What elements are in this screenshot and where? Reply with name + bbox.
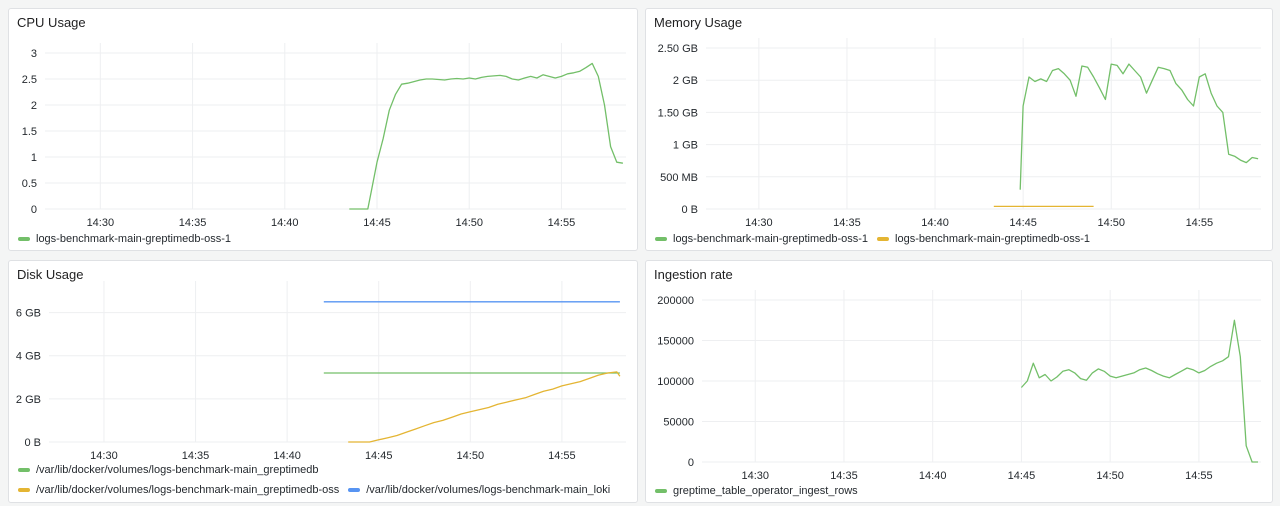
x-tick-label: 14:40 bbox=[271, 217, 299, 229]
legend-label: /var/lib/docker/volumes/logs-benchmark-m… bbox=[36, 464, 319, 476]
memory-usage-chart[interactable]: 0 B 500 MB 1 GB 1.50 GB 2 GB 2.50 GB 14:30 14:3… bbox=[646, 9, 1274, 234]
x-tick-label: 14:35 bbox=[830, 470, 858, 482]
series-line-0[interactable] bbox=[1019, 63, 1259, 190]
legend-label: /var/lib/docker/volumes/logs-benchmark-m… bbox=[366, 484, 611, 496]
chart-legend: logs-benchmark-main-greptimedb-oss-1 logs… bbox=[655, 229, 1099, 249]
legend-item[interactable]: greptime_table_operator_ingest_rows bbox=[655, 485, 858, 497]
legend-swatch bbox=[18, 237, 30, 241]
y-tick-label: 1.5 bbox=[22, 126, 37, 138]
x-tick-label: 14:55 bbox=[548, 217, 576, 229]
y-tick-label: 0 bbox=[31, 204, 37, 216]
y-tick-label: 2 GB bbox=[16, 394, 41, 406]
legend-swatch bbox=[348, 488, 361, 492]
series-line-1[interactable] bbox=[348, 371, 621, 443]
legend-swatch bbox=[655, 489, 667, 493]
y-tick-label: 3 bbox=[31, 48, 37, 60]
panel-title[interactable]: Disk Usage bbox=[17, 267, 84, 282]
series-line-0[interactable] bbox=[349, 62, 624, 210]
ingestion-rate-chart[interactable]: 0 50000 100000 150000 200000 14:30 14:35 14:40 1… bbox=[646, 261, 1274, 486]
y-tick-label: 0 B bbox=[681, 204, 698, 216]
y-tick-label: 4 GB bbox=[16, 351, 41, 363]
x-tick-label: 14:45 bbox=[363, 217, 391, 229]
x-tick-label: 14:40 bbox=[921, 217, 949, 229]
memory-usage-panel: Memory Usage 0 B 500 MB 1 GB 1.50 GB 2 GB 2.5… bbox=[645, 8, 1273, 251]
x-tick-label: 14:45 bbox=[1009, 217, 1037, 229]
chart-legend: greptime_table_operator_ingest_rows bbox=[655, 481, 867, 501]
x-tick-label: 14:50 bbox=[457, 450, 485, 461]
y-tick-label: 200000 bbox=[657, 295, 694, 307]
y-tick-label: 1.50 GB bbox=[658, 107, 698, 119]
chart-legend: /var/lib/docker/volumes/logs-benchmark-m… bbox=[18, 460, 619, 500]
y-tick-label: 2 GB bbox=[673, 75, 698, 87]
series-line-0[interactable] bbox=[1020, 319, 1258, 463]
x-tick-label: 14:55 bbox=[1185, 470, 1213, 482]
x-tick-label: 14:40 bbox=[273, 450, 301, 461]
legend-row: logs-benchmark-main-greptimedb-oss-1 logs… bbox=[655, 229, 1099, 249]
x-tick-label: 14:30 bbox=[745, 217, 773, 229]
legend-swatch bbox=[18, 488, 30, 492]
legend-label: logs-benchmark-main-greptimedb-oss-1 bbox=[36, 233, 232, 245]
panel-title[interactable]: Ingestion rate bbox=[654, 267, 733, 282]
legend-label: /var/lib/docker/volumes/logs-benchmark-m… bbox=[36, 484, 340, 496]
legend-swatch bbox=[655, 237, 667, 241]
legend-item[interactable]: logs-benchmark-main-greptimedb-oss-1 bbox=[655, 233, 868, 245]
x-tick-label: 14:30 bbox=[90, 450, 118, 461]
x-tick-label: 14:35 bbox=[179, 217, 207, 229]
legend-item[interactable]: /var/lib/docker/volumes/logs-benchmark-m… bbox=[18, 484, 339, 496]
y-tick-label: 1 GB bbox=[673, 140, 698, 152]
x-tick-label: 14:50 bbox=[455, 217, 483, 229]
legend-row: /var/lib/docker/volumes/logs-benchmark-m… bbox=[18, 460, 619, 480]
chart-legend: logs-benchmark-main-greptimedb-oss-1 bbox=[18, 229, 240, 249]
legend-row: logs-benchmark-main-greptimedb-oss-1 bbox=[18, 229, 240, 249]
legend-label: logs-benchmark-main-greptimedb-oss-1 bbox=[895, 233, 1091, 245]
legend-row: /var/lib/docker/volumes/logs-benchmark-m… bbox=[18, 480, 619, 500]
legend-item[interactable]: /var/lib/docker/volumes/logs-benchmark-m… bbox=[18, 464, 318, 476]
y-tick-label: 0 B bbox=[24, 437, 41, 449]
legend-label: greptime_table_operator_ingest_rows bbox=[673, 485, 858, 497]
x-tick-label: 14:55 bbox=[548, 450, 576, 461]
y-tick-label: 2.50 GB bbox=[658, 43, 698, 55]
legend-item[interactable]: /var/lib/docker/volumes/logs-benchmark-m… bbox=[348, 484, 610, 496]
x-tick-label: 14:40 bbox=[919, 470, 947, 482]
x-tick-label: 14:30 bbox=[87, 217, 115, 229]
y-tick-label: 6 GB bbox=[16, 308, 41, 320]
y-tick-label: 50000 bbox=[663, 417, 694, 429]
panel-title[interactable]: CPU Usage bbox=[17, 15, 86, 30]
legend-item[interactable]: logs-benchmark-main-greptimedb-oss-1 bbox=[877, 233, 1090, 245]
x-tick-label: 14:45 bbox=[1008, 470, 1036, 482]
ingestion-rate-panel: Ingestion rate 0 50000 100000 150000 200000 1… bbox=[645, 260, 1273, 503]
legend-item[interactable]: logs-benchmark-main-greptimedb-oss-1 bbox=[18, 233, 231, 245]
x-tick-label: 14:45 bbox=[365, 450, 393, 461]
x-tick-label: 14:55 bbox=[1186, 217, 1214, 229]
y-tick-label: 150000 bbox=[657, 336, 694, 348]
y-tick-label: 1 bbox=[31, 152, 37, 164]
y-tick-label: 2.5 bbox=[22, 74, 37, 86]
y-tick-label: 0.5 bbox=[22, 178, 37, 190]
disk-usage-panel: Disk Usage 0 B 2 GB 4 GB 6 GB 14:30 14:35 14:4… bbox=[8, 260, 638, 503]
y-tick-label: 0 bbox=[688, 457, 694, 469]
legend-label: logs-benchmark-main-greptimedb-oss-1 bbox=[673, 233, 869, 245]
cpu-usage-panel: CPU Usage 0 0.5 1 1.5 2 2.5 3 14:30 14:35 14:40 14… bbox=[8, 8, 638, 251]
panel-title[interactable]: Memory Usage bbox=[654, 15, 743, 30]
y-tick-label: 500 MB bbox=[660, 172, 698, 184]
y-tick-label: 100000 bbox=[657, 376, 694, 388]
legend-row: greptime_table_operator_ingest_rows bbox=[655, 481, 867, 501]
x-tick-label: 14:30 bbox=[741, 470, 769, 482]
disk-usage-chart[interactable]: 0 B 2 GB 4 GB 6 GB 14:30 14:35 14:40 14:45 14:50… bbox=[9, 261, 639, 461]
x-tick-label: 14:35 bbox=[182, 450, 210, 461]
x-tick-label: 14:35 bbox=[833, 217, 861, 229]
legend-swatch bbox=[18, 468, 30, 472]
y-tick-label: 2 bbox=[31, 100, 37, 112]
legend-swatch bbox=[877, 237, 890, 241]
cpu-usage-chart[interactable]: 0 0.5 1 1.5 2 2.5 3 14:30 14:35 14:40 14:45 14:50 14… bbox=[9, 9, 639, 234]
x-tick-label: 14:50 bbox=[1096, 470, 1124, 482]
x-tick-label: 14:50 bbox=[1097, 217, 1125, 229]
